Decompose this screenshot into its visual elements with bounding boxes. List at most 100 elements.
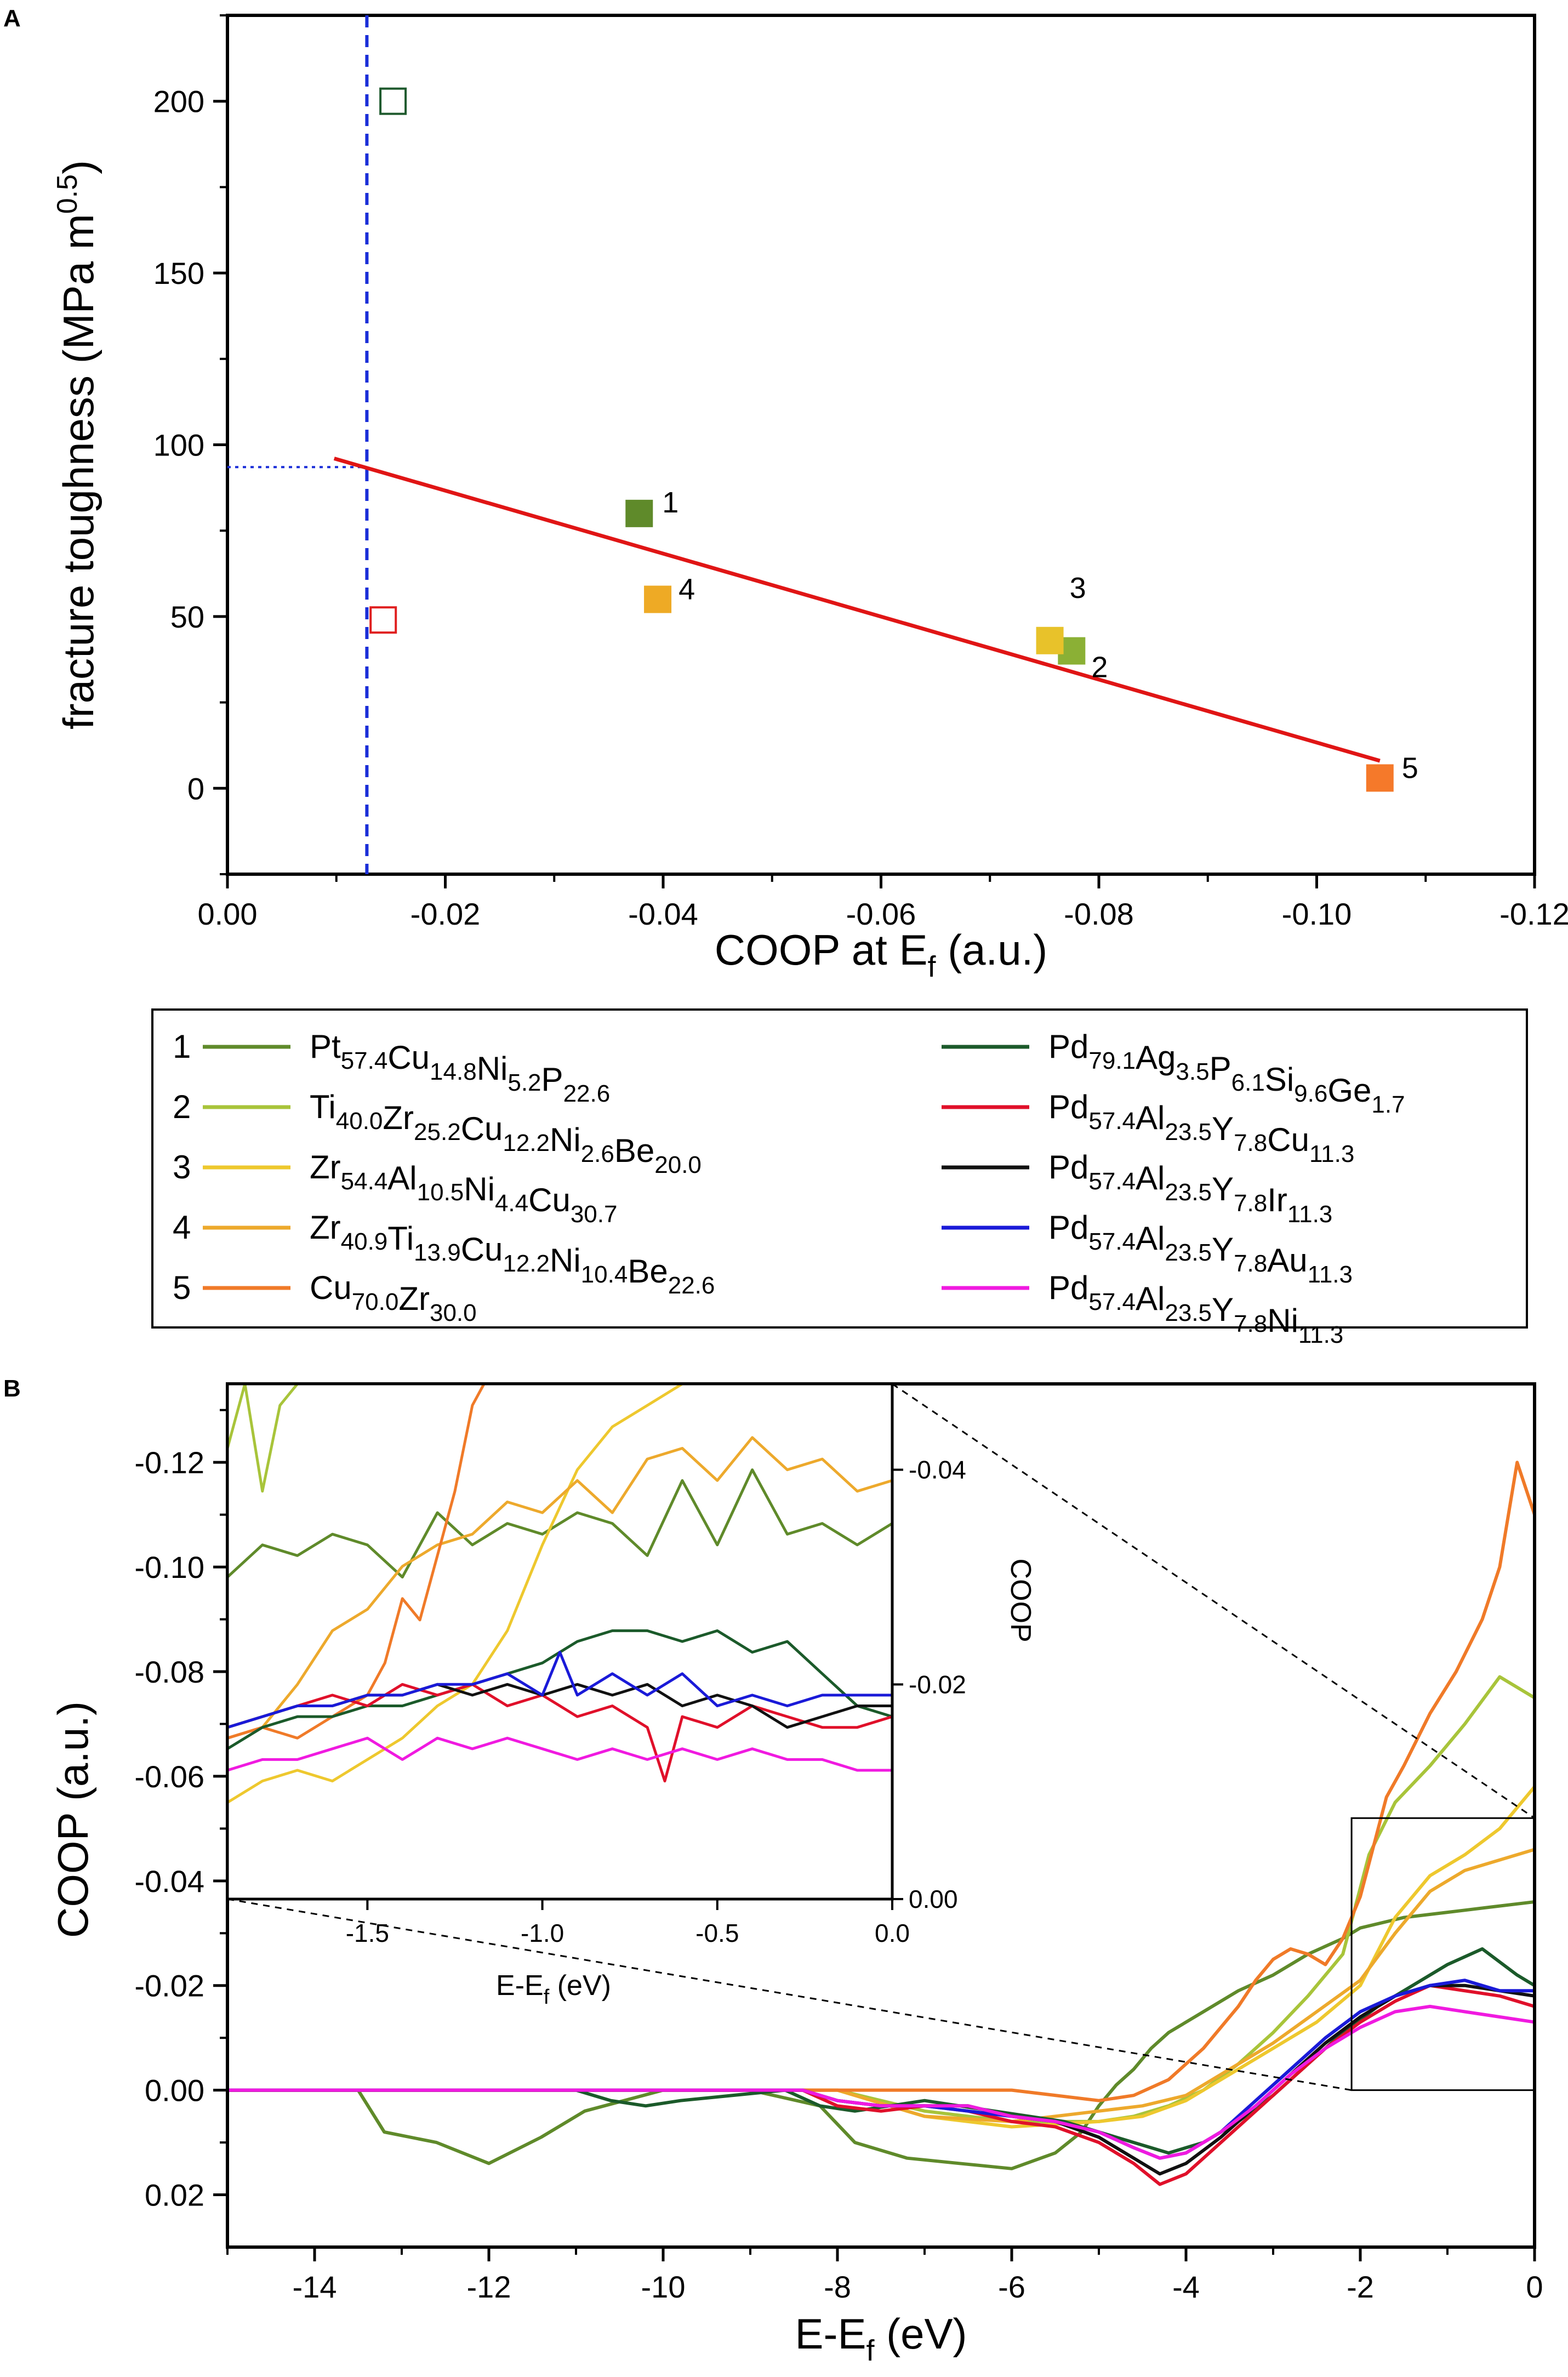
inset-series-line-10: [227, 1736, 892, 1772]
legend-subscript: 54.4: [341, 1168, 388, 1195]
y-tick-label-a: 150: [153, 256, 204, 290]
inset-frame: [226, 1382, 894, 1901]
data-point-open: [369, 606, 397, 634]
series-line-4: [227, 1848, 1535, 2123]
legend-element: Ni: [550, 1242, 581, 1279]
x-tick-label-b: 0: [1526, 2270, 1543, 2304]
inset-series-line-3: [227, 1384, 687, 1804]
y-label-main: fracture toughness (MPa m: [54, 214, 102, 729]
chart-a: 0.00 -0.02 -0.04 -0.06 -0.08 -0.10 -0.12 0 50 100…: [52, 14, 1568, 983]
x-tick-label-b: -2: [1347, 2270, 1374, 2304]
y-axis-label-a: fracture toughness (MPa m0.5): [52, 160, 102, 729]
legend-element: Al: [1136, 1280, 1165, 1317]
point-label: 3: [1070, 572, 1086, 605]
legend-element: Y: [1212, 1291, 1234, 1328]
legend-element: Ag: [1136, 1039, 1176, 1076]
inset-x-tick-label: -0.5: [695, 1919, 739, 1947]
x-axis-label-a: COOP at Ef (a.u.): [715, 926, 1047, 983]
legend-number: 2: [173, 1088, 191, 1125]
legend-element: P: [541, 1061, 563, 1098]
legend-subscript: 23.5: [1165, 1299, 1212, 1326]
legend-element: Be: [614, 1132, 654, 1169]
legend-subscript: 57.4: [1088, 1168, 1136, 1195]
legend-subscript: 30.7: [571, 1201, 618, 1228]
y-label-tail: ): [54, 160, 102, 174]
legend-element: Zr: [310, 1149, 341, 1185]
legend-subscript: 57.4: [341, 1047, 388, 1074]
legend-element: Cu: [528, 1182, 571, 1218]
x-label-sub: f: [927, 950, 936, 983]
x-label-sub-b: f: [866, 2334, 875, 2367]
legend-subscript: 6.1: [1231, 1069, 1265, 1096]
legend-element: Ir: [1267, 1182, 1287, 1218]
legend-subscript: 23.5: [1165, 1179, 1212, 1206]
inset-x-label: E-Ef (eV): [496, 1970, 611, 2009]
x-tick-label-a: -0.02: [410, 897, 481, 931]
legend-subscript: 23.5: [1165, 1239, 1212, 1266]
point-label: 4: [678, 573, 695, 606]
legend-subscript: 4.4: [495, 1190, 528, 1217]
legend-element: Ti: [387, 1220, 414, 1257]
legend-subscript: 5.2: [508, 1069, 541, 1096]
series-line-3: [227, 1786, 1535, 2129]
legend-label: Pd57.4Al23.5Y7.8Ir11.3: [1048, 1149, 1332, 1228]
legend-label: Pt57.4Cu14.8Ni5.2P22.6: [310, 1028, 610, 1107]
legend-subscript: 57.4: [1088, 1228, 1136, 1255]
legend-element: Au: [1267, 1242, 1307, 1279]
x-tick-label-b: -14: [293, 2270, 337, 2304]
legend-subscript: 22.6: [563, 1080, 611, 1107]
legend-subscript: 12.2: [503, 1130, 550, 1156]
legend-element: Ni: [477, 1050, 508, 1087]
legend-element: Cu: [310, 1269, 352, 1306]
legend-subscript: 40.0: [336, 1108, 383, 1135]
x-tick-label-b: -10: [641, 2270, 686, 2304]
data-point: [1036, 626, 1064, 654]
legend-number: 5: [173, 1269, 191, 1306]
x-tick-label-a: -0.06: [846, 897, 916, 931]
legend-element: Y: [1212, 1110, 1234, 1147]
legend-element: Al: [387, 1160, 417, 1196]
series-line-10: [227, 2004, 1535, 2160]
inset-series-line-5: [227, 1384, 486, 1740]
point-label: 2: [1091, 651, 1108, 684]
inset-series-line-4: [227, 1436, 892, 1740]
legend-subscript: 7.8: [1234, 1130, 1267, 1156]
legend-subscript: 22.6: [668, 1272, 715, 1299]
series-line-9: [227, 1979, 1535, 2160]
x-tick-label-b: -8: [824, 2270, 851, 2304]
legend-number: 4: [173, 1209, 191, 1246]
series-line-7: [227, 1983, 1535, 2186]
series-line-6: [227, 1947, 1535, 2155]
y-tick-label-b: -0.02: [134, 1969, 204, 2003]
data-point: [644, 585, 672, 613]
inset-x-label-sub: f: [544, 1986, 550, 2009]
inset-y-tick-label: 0.00: [909, 1885, 958, 1913]
legend-element: Y: [1212, 1171, 1234, 1207]
inset-x-label-main: E-E: [496, 1970, 544, 2002]
legend-label: Ti40.0Zr25.2Cu12.2Ni2.6Be20.0: [310, 1088, 702, 1178]
legend-frame: [151, 1008, 1528, 1329]
legend-subscript: 11.3: [1287, 1201, 1332, 1228]
chart-b: -14 -12 -10 -8 -6 -4 -2 0 0.02 0.00 -0.02 -0.04 -0.0…: [49, 1382, 1543, 2367]
legend-element: Zr: [383, 1099, 414, 1136]
y-tick-label-b: 0.00: [145, 2073, 204, 2108]
series-line-8: [227, 1983, 1535, 2176]
legend-subscript: 25.2: [414, 1119, 461, 1145]
legend-subscript: 79.1: [1088, 1047, 1136, 1074]
y-label-sup: 0.5: [52, 174, 83, 214]
legend-label: Pd57.4Al23.5Y7.8Au11.3: [1048, 1209, 1353, 1288]
x-tick-label-a: -0.10: [1282, 897, 1352, 931]
legend-label: Cu70.0Zr30.0: [310, 1269, 477, 1326]
legend-subscript: 2.6: [581, 1141, 614, 1167]
data-point-open: [379, 87, 407, 115]
legend-subscript: 30.0: [430, 1299, 477, 1326]
legend-subscript: 11.3: [1309, 1141, 1354, 1167]
inset-series-group: [227, 1384, 892, 1804]
legend-element: Zr: [398, 1280, 430, 1317]
point-label: 1: [662, 486, 678, 519]
inset-x-tick-label: -1.0: [521, 1919, 564, 1947]
inset-series-line-9: [227, 1651, 892, 1729]
legend-subscript: 10.5: [417, 1179, 464, 1206]
x-label-main-b: E-E: [795, 2310, 866, 2358]
